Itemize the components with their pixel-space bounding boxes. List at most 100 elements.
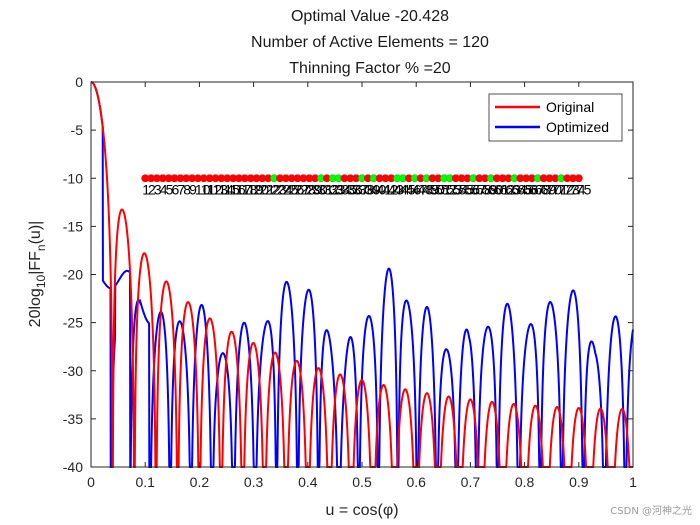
plot-curves <box>90 81 634 468</box>
watermark-text: CSDN @河神之光 <box>610 504 692 517</box>
element-label: 72 <box>558 181 574 197</box>
y-tick-label: -5 <box>71 122 84 138</box>
element-label: 35 <box>341 181 357 197</box>
x-tick-label: 0.8 <box>515 474 535 490</box>
element-label: 69 <box>541 181 557 197</box>
y-axis-label-mid: |FF <box>27 251 44 275</box>
y-tick-label: -30 <box>63 363 83 379</box>
element-label: 74 <box>570 181 586 197</box>
element-label: 24 <box>277 181 293 197</box>
element-label: 4 <box>160 181 168 197</box>
element-label: 9 <box>189 181 197 197</box>
x-tick-label: 0.4 <box>298 474 318 490</box>
element-label: 55 <box>459 181 475 197</box>
element-label: 13 <box>213 181 229 197</box>
element-label: 44 <box>394 181 410 197</box>
y-axis-label: 20log10|FFn(u)| <box>27 221 48 328</box>
y-ticks: 0 -5 -10 -15 -20 -25 -30 -35 -40 <box>63 74 633 475</box>
element-label: 1 <box>142 181 150 197</box>
series-line-original <box>90 81 633 468</box>
element-label: 10 <box>195 181 211 197</box>
x-tick-label: 0.5 <box>352 474 372 490</box>
element-label: 59 <box>482 181 498 197</box>
element-label: 65 <box>517 181 533 197</box>
element-label: 50 <box>429 181 445 197</box>
element-label: 51 <box>435 181 451 197</box>
element-label: 16 <box>230 181 246 197</box>
element-label: 14 <box>218 181 234 197</box>
element-label: 40 <box>371 181 387 197</box>
title-line-3: Thinning Factor % =20 <box>289 60 451 77</box>
element-label: 23 <box>271 181 287 197</box>
x-tick-label: 0.7 <box>461 474 481 490</box>
element-label: 47 <box>412 181 428 197</box>
element-label: 26 <box>289 181 305 197</box>
element-label: 20 <box>254 181 270 197</box>
element-label: 11 <box>201 181 216 197</box>
element-label: 58 <box>476 181 492 197</box>
element-label: 41 <box>377 181 393 197</box>
element-label: 45 <box>400 181 416 197</box>
element-label: 27 <box>295 181 311 197</box>
x-tick-label: 0.2 <box>190 474 210 490</box>
element-label: 75 <box>576 181 592 197</box>
y-tick-label: -20 <box>63 267 83 283</box>
legend-label-optimized: Optimized <box>546 119 609 135</box>
element-marker-inactive <box>574 174 583 183</box>
y-axis-label-suffix: (u)| <box>27 221 44 245</box>
element-label: 18 <box>242 181 258 197</box>
x-tick-label: 0 <box>87 474 95 490</box>
element-label: 3 <box>154 181 162 197</box>
element-label: 12 <box>207 181 223 197</box>
element-label: 22 <box>265 181 281 197</box>
y-axis-label-sub2: n <box>34 244 48 251</box>
x-tick-label: 0.6 <box>406 474 426 490</box>
x-axis-label: u = cos(φ) <box>325 502 398 519</box>
element-label: 37 <box>353 181 369 197</box>
element-label: 29 <box>306 181 322 197</box>
element-label: 67 <box>529 181 545 197</box>
element-label: 52 <box>441 181 457 197</box>
element-markers <box>141 174 583 183</box>
y-tick-label: -25 <box>63 315 83 331</box>
element-label: 8 <box>183 181 191 197</box>
element-labels: 1234567891011121314151617181920212223242… <box>142 181 591 197</box>
element-label: 61 <box>494 181 510 197</box>
element-label: 64 <box>511 181 527 197</box>
element-label: 5 <box>166 181 174 197</box>
x-tick-label: 1 <box>629 474 637 490</box>
y-axis-label-sub1: 10 <box>34 274 48 288</box>
element-label: 54 <box>453 181 469 197</box>
element-label: 15 <box>224 181 240 197</box>
y-tick-label: -15 <box>63 218 83 234</box>
x-tick-label: 0.9 <box>569 474 589 490</box>
element-label: 43 <box>388 181 404 197</box>
element-label: 36 <box>347 181 363 197</box>
element-label: 68 <box>535 181 551 197</box>
element-label: 56 <box>464 181 480 197</box>
element-label: 7 <box>177 181 185 197</box>
element-label: 19 <box>248 181 264 197</box>
element-label: 73 <box>564 181 580 197</box>
element-label: 33 <box>330 181 346 197</box>
element-label: 46 <box>406 181 422 197</box>
element-label: 6 <box>171 181 179 197</box>
y-tick-label: -10 <box>63 170 83 186</box>
legend-label-original: Original <box>546 99 594 115</box>
element-label: 17 <box>236 181 252 197</box>
x-ticks: 0 0.1 0.2 0.3 0.4 0.5 0.6 0.7 0.8 0.9 1 <box>87 82 637 490</box>
legend: Original Optimized <box>488 93 623 142</box>
element-label: 39 <box>365 181 381 197</box>
x-tick-label: 0.1 <box>135 474 155 490</box>
series-line-optimized <box>90 81 634 468</box>
x-tick-label: 0.3 <box>244 474 264 490</box>
y-tick-label: -40 <box>63 459 83 475</box>
element-label: 49 <box>423 181 439 197</box>
element-label: 71 <box>552 181 568 197</box>
element-label: 70 <box>547 181 563 197</box>
element-label: 60 <box>488 181 504 197</box>
element-label: 62 <box>500 181 516 197</box>
title-line-1: Optimal Value -20.428 <box>291 8 449 25</box>
element-label: 21 <box>259 181 275 197</box>
